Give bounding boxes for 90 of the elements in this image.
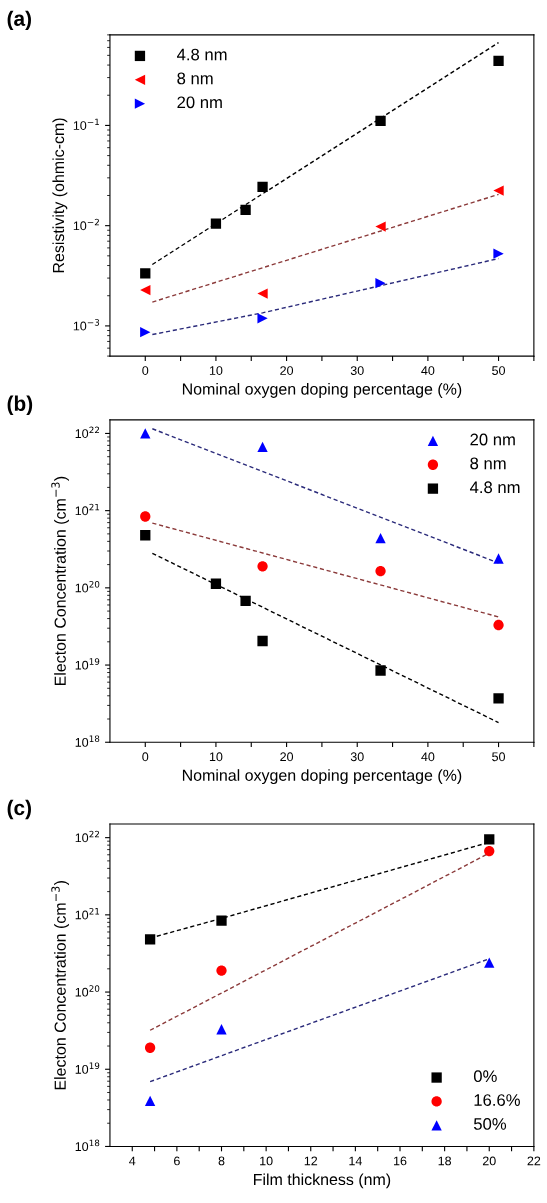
x-tick-label: 4 xyxy=(129,1156,136,1166)
x-axis-title: Film thickness (nm) xyxy=(254,1173,391,1189)
y-tick-label: 10$^{18}$ xyxy=(75,1139,100,1152)
y-axis-title: Electon Concentration (cm$^{−3}$) xyxy=(51,476,69,686)
point xyxy=(493,553,504,564)
legend-label: 4.8 nm xyxy=(177,48,227,61)
x-tick-label: 40 xyxy=(421,366,435,375)
y-tick-label: 10$^{−2}$ xyxy=(73,218,99,231)
x-tick-label: 18 xyxy=(438,1156,452,1166)
y-axis-title: Resistivity (ohmic-cm) xyxy=(52,118,68,273)
y-tick-label: 10$^{22}$ xyxy=(75,830,100,843)
legend-label: 16.6% xyxy=(474,1094,520,1106)
point xyxy=(375,665,386,676)
legend-label: 50% xyxy=(473,1118,507,1130)
x-axis-title: Nominal oxygen doping percentage (%) xyxy=(182,383,462,398)
x-tick-label: 50 xyxy=(492,752,506,762)
x-tick-label: 20 xyxy=(482,1156,496,1166)
point xyxy=(257,441,268,453)
text: (a) xyxy=(7,10,31,31)
y-tick-label: 10$^{22}$ xyxy=(75,426,100,438)
point xyxy=(240,595,251,606)
point xyxy=(210,578,222,589)
point xyxy=(140,268,151,279)
point xyxy=(375,565,386,577)
y-tick-label: 10$^{20}$ xyxy=(75,985,100,997)
point xyxy=(144,1042,156,1053)
point xyxy=(144,934,156,945)
legend-label: 0% xyxy=(473,1070,497,1083)
point xyxy=(375,221,386,232)
y-tick-label: 10$^{20}$ xyxy=(75,581,100,593)
point xyxy=(140,428,151,439)
y-tick-label: 10$^{−3}$ xyxy=(73,319,100,331)
point xyxy=(216,965,227,976)
y-tick-label: 10$^{19}$ xyxy=(75,1062,100,1074)
point xyxy=(257,561,268,572)
point xyxy=(493,693,504,704)
legend-label: 8 nm xyxy=(177,72,213,85)
point xyxy=(484,845,495,857)
point xyxy=(210,218,222,229)
x-tick-label: 0 xyxy=(142,366,149,375)
x-axis-title: Nominal oxygen doping percentage (%) xyxy=(182,769,462,785)
point xyxy=(257,635,268,647)
point xyxy=(257,288,268,299)
x-tick-label: 20 xyxy=(280,366,294,375)
point xyxy=(493,185,504,196)
point xyxy=(484,957,495,968)
x-tick-label: 40 xyxy=(421,752,435,762)
point xyxy=(375,278,386,289)
x-tick-label: 20 xyxy=(280,752,294,762)
point xyxy=(144,1095,156,1106)
x-tick-label: 22 xyxy=(527,1156,541,1166)
x-tick-label: 30 xyxy=(350,366,364,375)
x-tick-label: 10 xyxy=(209,366,223,375)
point xyxy=(484,834,495,845)
point xyxy=(375,115,386,127)
text: (b) xyxy=(7,395,33,416)
x-tick-label: 12 xyxy=(304,1156,318,1166)
legend-label: 20 nm xyxy=(177,96,222,109)
point xyxy=(257,181,268,192)
point xyxy=(140,327,151,338)
point xyxy=(493,619,504,631)
x-tick-label: 10 xyxy=(209,752,223,762)
y-tick-label: 10$^{19}$ xyxy=(75,658,100,670)
point xyxy=(493,248,504,259)
point xyxy=(140,511,151,522)
x-tick-label: 8 xyxy=(218,1156,225,1166)
text: (c) xyxy=(7,799,31,820)
y-axis-title: Electon Concentration (cm$^{−3}$) xyxy=(51,880,69,1090)
x-tick-label: 0 xyxy=(142,752,149,762)
point xyxy=(216,915,227,926)
point xyxy=(140,530,151,541)
legend-label: 4.8 nm xyxy=(469,481,520,494)
x-tick-label: 10 xyxy=(260,1156,273,1166)
legend-label: 20 nm xyxy=(470,433,515,446)
y-tick-label: 10$^{−1}$ xyxy=(73,118,99,130)
y-tick-label: 10$^{21}$ xyxy=(75,908,100,920)
x-tick-label: 30 xyxy=(350,752,364,762)
point xyxy=(375,533,386,544)
y-tick-label: 10$^{21}$ xyxy=(75,503,100,516)
point xyxy=(140,284,151,296)
point xyxy=(216,1024,227,1035)
point xyxy=(257,313,268,324)
x-tick-label: 16 xyxy=(394,1156,407,1166)
point xyxy=(493,55,504,67)
y-tick-label: 10$^{18}$ xyxy=(75,735,100,747)
legend-label: 8 nm xyxy=(470,457,506,470)
point xyxy=(240,204,251,215)
x-tick-label: 14 xyxy=(349,1156,362,1166)
x-tick-label: 50 xyxy=(492,366,506,375)
x-tick-label: 6 xyxy=(174,1156,180,1166)
